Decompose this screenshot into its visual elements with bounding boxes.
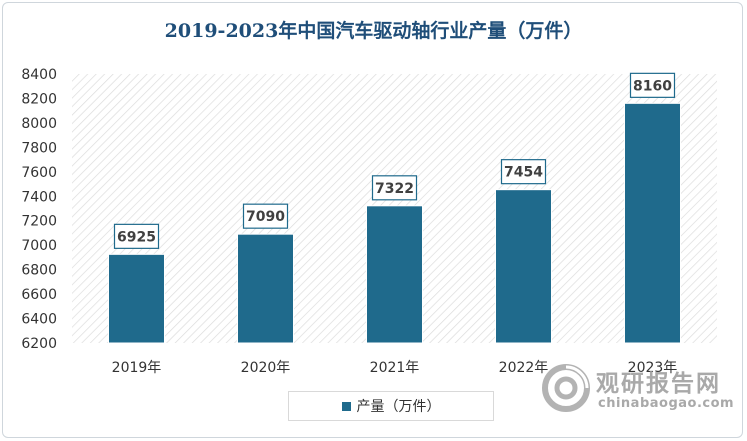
- bar: [495, 189, 552, 344]
- bar: [624, 102, 681, 344]
- watermark-logo-icon: [542, 364, 590, 412]
- watermark: 观研报告网 chinabaogao.com: [540, 360, 740, 420]
- y-tick-label: 7200: [21, 214, 57, 230]
- y-tick-label: 7400: [21, 189, 57, 205]
- y-tick-label: 7600: [21, 165, 57, 181]
- chart-title: 2019-2023年中国汽车驱动轴行业产量（万件）: [164, 20, 583, 42]
- y-tick-label: 6600: [21, 287, 57, 303]
- y-tick-label: 8000: [21, 116, 57, 132]
- watermark-english: chinabaogao.com: [598, 396, 735, 411]
- y-tick-label: 6200: [21, 336, 57, 352]
- y-tick-label: 7000: [21, 238, 57, 254]
- legend-label: 产量（万件）: [356, 399, 441, 415]
- data-label-box: [242, 203, 289, 229]
- x-tick-label: 2019年: [112, 360, 162, 376]
- watermark-chinese: 观研报告网: [596, 371, 721, 397]
- y-tick-label: 6800: [21, 263, 57, 279]
- data-label: 7090: [246, 209, 285, 225]
- y-tick-label: 8200: [21, 91, 57, 107]
- legend-swatch: [341, 401, 351, 411]
- bar: [108, 253, 165, 344]
- data-label-box: [629, 72, 676, 98]
- x-tick-label: 2023年: [628, 360, 678, 376]
- y-axis: 6200 6400 6600 6800 7000 7200 7400 7600 7800 8000…: [21, 67, 57, 352]
- x-tick-label: 2020年: [241, 360, 291, 376]
- legend: 产量（万件）: [288, 391, 494, 421]
- data-label: 7322: [375, 181, 414, 197]
- y-tick-label: 7800: [21, 140, 57, 156]
- bar: [366, 205, 423, 344]
- data-label: 7454: [504, 165, 543, 181]
- bars: 6925 7090 7322 7454 8160: [108, 72, 681, 344]
- x-tick-label: 2022年: [499, 360, 549, 376]
- y-tick-label: 6400: [21, 312, 57, 328]
- data-label-box: [371, 175, 418, 201]
- y-tick-label: 8400: [21, 67, 57, 83]
- data-label: 6925: [117, 229, 156, 245]
- x-axis: 2019年 2020年 2021年 2022年 2023年: [112, 360, 678, 376]
- data-label-box: [500, 159, 547, 185]
- bar: [237, 233, 294, 344]
- data-label: 8160: [633, 78, 672, 94]
- x-tick-label: 2021年: [370, 360, 420, 376]
- data-label-box: [113, 223, 160, 249]
